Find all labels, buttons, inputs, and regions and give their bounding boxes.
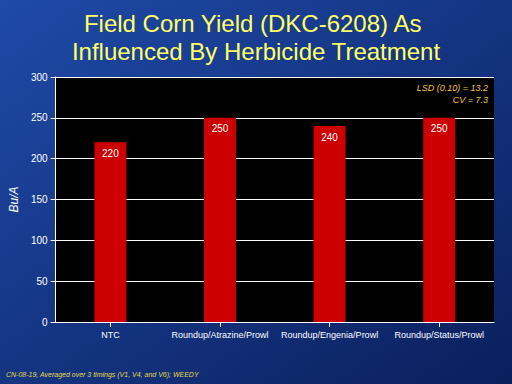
svg-text:100: 100 bbox=[31, 235, 48, 246]
svg-text:200: 200 bbox=[31, 153, 48, 164]
svg-text:300: 300 bbox=[31, 72, 48, 83]
svg-text:NTC: NTC bbox=[101, 330, 120, 340]
svg-text:0: 0 bbox=[42, 317, 48, 328]
svg-text:240: 240 bbox=[321, 132, 338, 143]
svg-text:Roundup/Status/Prowl: Roundup/Status/Prowl bbox=[394, 330, 484, 340]
svg-text:CN-08-19, Averaged over 3 timi: CN-08-19, Averaged over 3 timings (V1, V… bbox=[6, 371, 200, 379]
svg-text:150: 150 bbox=[31, 194, 48, 205]
svg-text:250: 250 bbox=[212, 123, 229, 134]
svg-text:Roundup/Atrazine/Prowl: Roundup/Atrazine/Prowl bbox=[171, 330, 268, 340]
svg-text:Field Corn Yield (DKC-6208) As: Field Corn Yield (DKC-6208) As bbox=[84, 10, 428, 37]
svg-text:Bu/A: Bu/A bbox=[7, 186, 21, 212]
svg-text:LSD (0.10) = 13.2: LSD (0.10) = 13.2 bbox=[417, 83, 488, 93]
svg-text:Influenced By Herbicide Treatm: Influenced By Herbicide Treatment bbox=[72, 38, 441, 65]
svg-text:250: 250 bbox=[431, 123, 448, 134]
svg-text:250: 250 bbox=[31, 112, 48, 123]
svg-text:Roundup/Engenia/Prowl: Roundup/Engenia/Prowl bbox=[281, 330, 378, 340]
svg-text:220: 220 bbox=[102, 148, 119, 159]
svg-text:50: 50 bbox=[36, 276, 48, 287]
svg-text:CV = 7.3: CV = 7.3 bbox=[453, 95, 488, 105]
